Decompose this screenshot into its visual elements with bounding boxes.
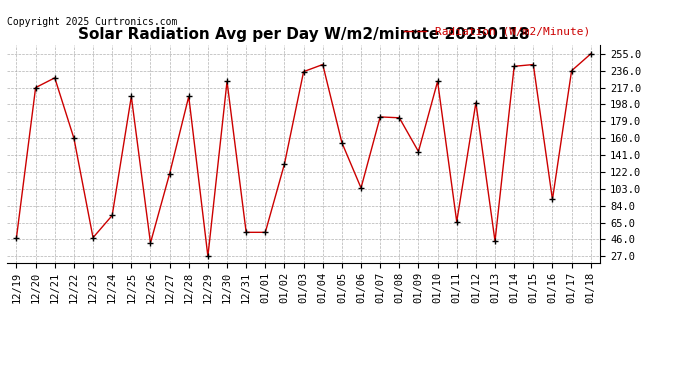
Radiation (W/m2/Minute) xyxy=(299,69,308,74)
Text: Copyright 2025 Curtronics.com: Copyright 2025 Curtronics.com xyxy=(7,17,177,27)
Radiation (W/m2/Minute) xyxy=(586,52,595,56)
Radiation (W/m2/Minute) xyxy=(32,86,40,90)
Radiation (W/m2/Minute) xyxy=(357,186,365,190)
Radiation (W/m2/Minute) xyxy=(414,149,422,154)
Radiation (W/m2/Minute) xyxy=(50,76,59,80)
Line: Radiation (W/m2/Minute): Radiation (W/m2/Minute) xyxy=(14,51,593,259)
Radiation (W/m2/Minute) xyxy=(70,136,78,141)
Radiation (W/m2/Minute) xyxy=(146,241,155,245)
Radiation (W/m2/Minute) xyxy=(337,140,346,145)
Radiation (W/m2/Minute) xyxy=(242,230,250,235)
Radiation (W/m2/Minute) xyxy=(127,94,135,99)
Radiation (W/m2/Minute) xyxy=(166,171,174,176)
Radiation (W/m2/Minute) xyxy=(12,236,21,240)
Radiation (W/m2/Minute) xyxy=(108,213,117,218)
Radiation (W/m2/Minute) xyxy=(491,239,499,243)
Radiation (W/m2/Minute) xyxy=(280,162,288,166)
Radiation (W/m2/Minute) xyxy=(89,236,97,240)
Radiation (W/m2/Minute) xyxy=(567,69,575,73)
Radiation (W/m2/Minute) xyxy=(433,79,442,84)
Radiation (W/m2/Minute) xyxy=(376,115,384,119)
Radiation (W/m2/Minute) xyxy=(395,116,404,120)
Radiation (W/m2/Minute) xyxy=(185,94,193,99)
Title: Solar Radiation Avg per Day W/m2/minute 20250118: Solar Radiation Avg per Day W/m2/minute … xyxy=(78,27,529,42)
Radiation (W/m2/Minute) xyxy=(204,254,212,258)
Radiation (W/m2/Minute) xyxy=(223,79,231,84)
Radiation (W/m2/Minute) xyxy=(262,230,270,235)
Radiation (W/m2/Minute) xyxy=(453,219,461,224)
Radiation (W/m2/Minute) xyxy=(510,64,518,69)
Legend: Radiation (W/m2/Minute): Radiation (W/m2/Minute) xyxy=(400,22,595,41)
Radiation (W/m2/Minute) xyxy=(549,197,557,202)
Radiation (W/m2/Minute) xyxy=(529,62,538,67)
Radiation (W/m2/Minute) xyxy=(472,100,480,105)
Radiation (W/m2/Minute) xyxy=(319,62,327,67)
